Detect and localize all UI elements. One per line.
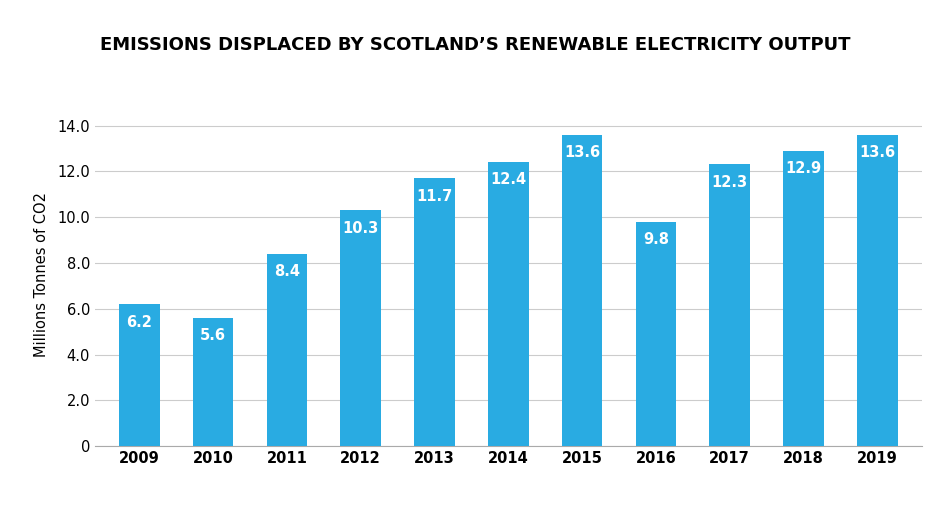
Bar bbox=[340, 210, 381, 446]
Text: 13.6: 13.6 bbox=[859, 145, 895, 160]
Bar bbox=[783, 151, 824, 446]
Text: 12.3: 12.3 bbox=[712, 175, 748, 190]
Text: 6.2: 6.2 bbox=[126, 314, 152, 329]
Text: 11.7: 11.7 bbox=[416, 188, 452, 204]
Bar bbox=[414, 178, 455, 446]
Bar bbox=[119, 304, 160, 446]
Text: 12.4: 12.4 bbox=[490, 172, 526, 187]
Y-axis label: Millions Tonnes of CO2: Millions Tonnes of CO2 bbox=[34, 192, 49, 357]
Text: 9.8: 9.8 bbox=[643, 232, 669, 247]
Text: 8.4: 8.4 bbox=[274, 264, 300, 279]
Bar bbox=[488, 162, 528, 446]
Text: 10.3: 10.3 bbox=[343, 221, 379, 235]
Bar bbox=[193, 318, 234, 446]
Text: 12.9: 12.9 bbox=[786, 161, 822, 176]
Text: 13.6: 13.6 bbox=[564, 145, 600, 160]
Bar bbox=[710, 165, 750, 446]
Bar bbox=[561, 135, 602, 446]
Bar bbox=[636, 222, 676, 446]
Text: EMISSIONS DISPLACED BY SCOTLAND’S RENEWABLE ELECTRICITY OUTPUT: EMISSIONS DISPLACED BY SCOTLAND’S RENEWA… bbox=[100, 36, 850, 54]
Bar bbox=[267, 254, 307, 446]
Bar bbox=[857, 135, 898, 446]
Text: 5.6: 5.6 bbox=[200, 328, 226, 343]
